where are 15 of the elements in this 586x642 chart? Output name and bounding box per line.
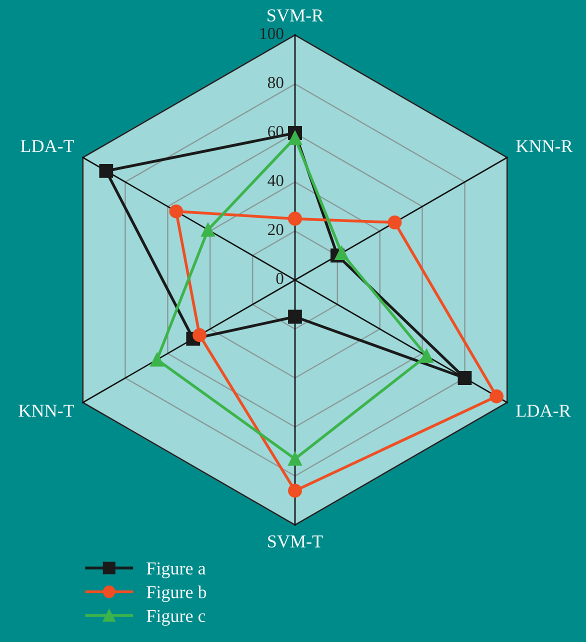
spoke-label: LDA-T [20,140,74,152]
legend-label: Figure a [146,562,206,578]
spoke-label: KNN-T [18,404,74,417]
spoke-label: LDA-R [516,404,571,417]
legend-label: Figure b [146,586,206,602]
y-tick-label: 80 [268,76,284,88]
y-tick-label: 20 [268,224,284,236]
spoke-label: KNN-R [516,140,573,152]
y-tick-label: 100 [260,28,284,40]
spoke-label: SVM-R [268,9,324,22]
y-tick-label: 40 [268,174,284,186]
legend-label: Figure c [146,610,206,626]
y-tick-label: 60 [268,126,284,138]
spoke-label: SVM-T [268,535,323,548]
y-tick-label: 0 [276,272,284,284]
